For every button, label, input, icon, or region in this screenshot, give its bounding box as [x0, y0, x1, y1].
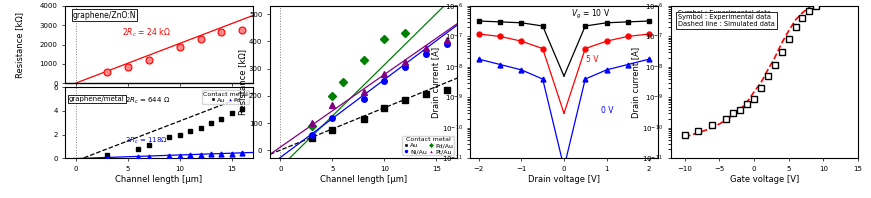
- X-axis label: Channel length [μm]: Channel length [μm]: [320, 175, 408, 184]
- Y-axis label: Drain current [A]: Drain current [A]: [431, 47, 440, 118]
- Text: $V_g$ = 10 V: $V_g$ = 10 V: [571, 8, 611, 21]
- Y-axis label: Drain current [A]: Drain current [A]: [631, 47, 640, 118]
- Text: 0 V: 0 V: [601, 106, 614, 115]
- Text: graphene/metal: graphene/metal: [69, 96, 125, 102]
- X-axis label: Gate voltage [V]: Gate voltage [V]: [730, 175, 799, 184]
- Y-axis label: Resistance [kΩ]: Resistance [kΩ]: [15, 12, 24, 78]
- Text: graphene/ZnO:N: graphene/ZnO:N: [73, 10, 137, 20]
- Text: 5 V: 5 V: [586, 55, 599, 64]
- Text: $2R_c$ = 118$\Omega$: $2R_c$ = 118$\Omega$: [125, 136, 168, 146]
- Text: Symbol : Experimental data: Symbol : Experimental data: [679, 10, 771, 16]
- Text: $2R_c$ = 24 k$\Omega$: $2R_c$ = 24 k$\Omega$: [121, 26, 170, 39]
- Legend: Au, Pd: Au, Pd: [202, 90, 249, 104]
- X-axis label: Drain voltage [V]: Drain voltage [V]: [528, 175, 600, 184]
- Text: $2R_c$ = 644 $\Omega$: $2R_c$ = 644 $\Omega$: [125, 96, 171, 106]
- X-axis label: Channel length [μm]: Channel length [μm]: [115, 175, 203, 184]
- Legend: Au, Ni/Au, Pd/Au, Pt/Au: Au, Ni/Au, Pd/Au, Pt/Au: [402, 136, 454, 155]
- Text: Symbol : Experimental data
Dashed line : Simulated data: Symbol : Experimental data Dashed line :…: [679, 14, 775, 27]
- Y-axis label: Resistance [kΩ]: Resistance [kΩ]: [239, 49, 247, 115]
- Text: Dashed line : Simulated data: Dashed line : Simulated data: [679, 21, 775, 27]
